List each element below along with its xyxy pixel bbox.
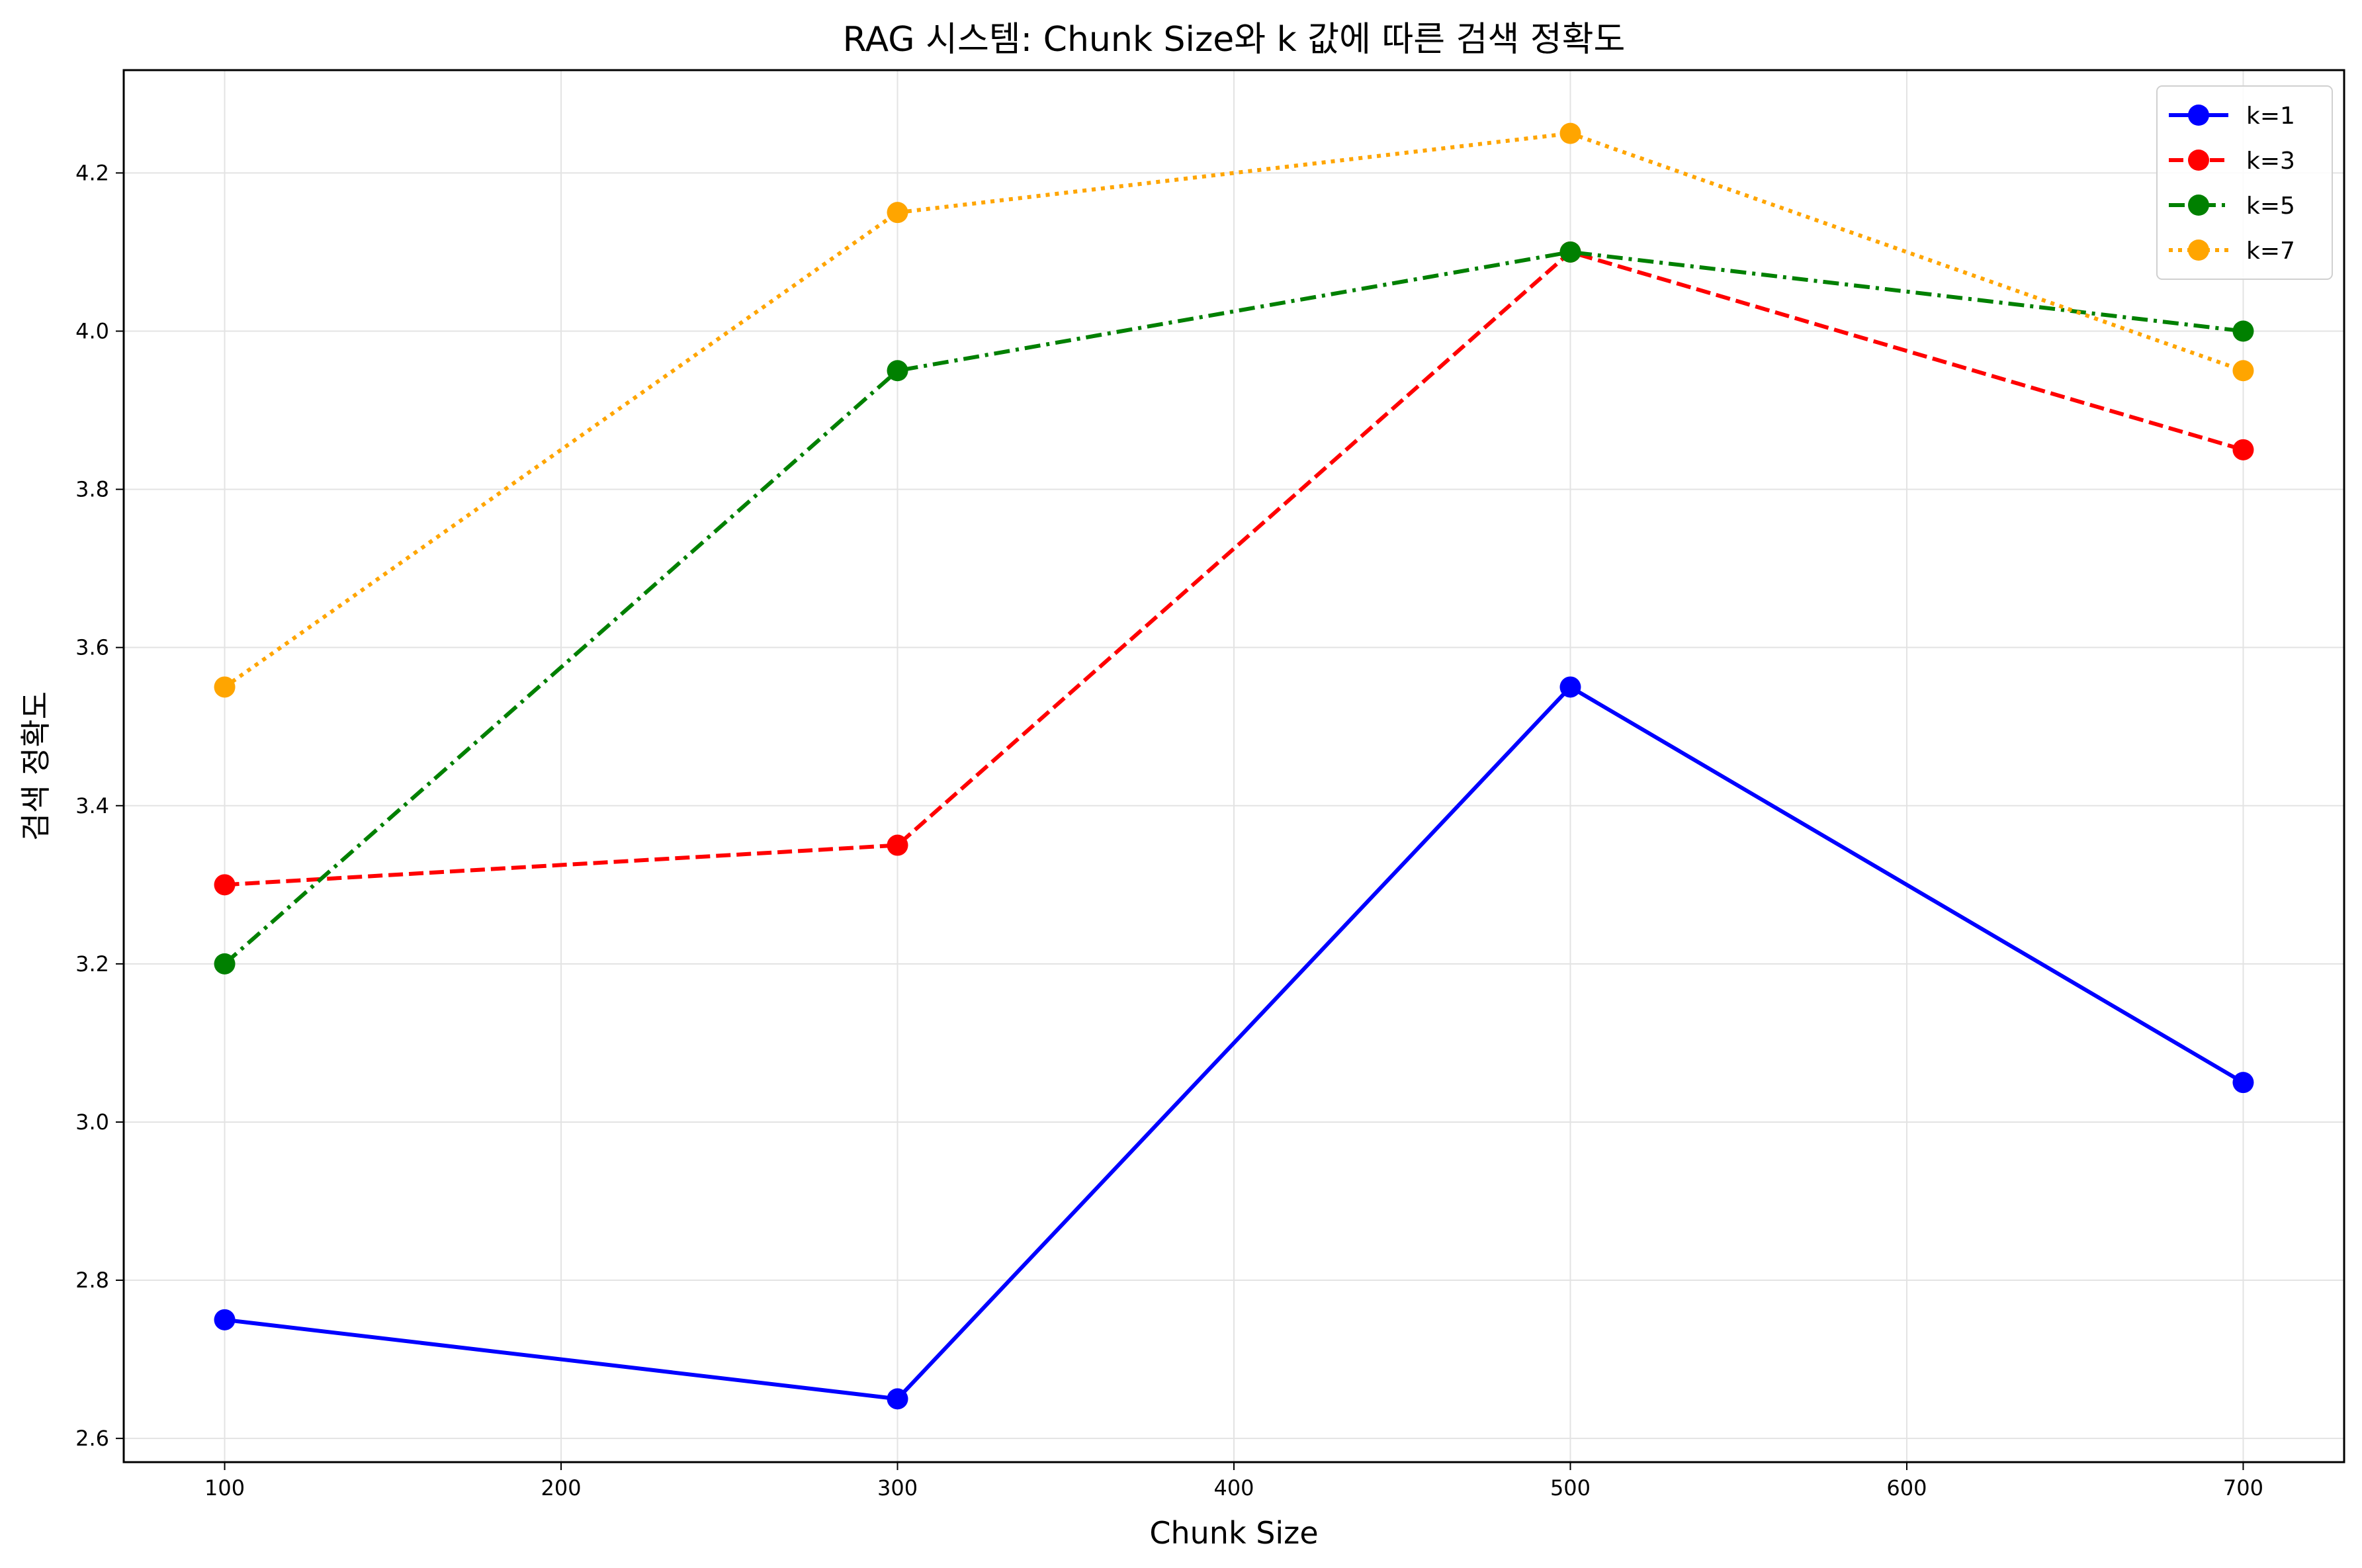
series-k5: [214, 241, 2254, 975]
data-point: [1559, 676, 1581, 698]
x-axis-label: Chunk Size: [1149, 1515, 1318, 1551]
legend: k=1 k=3 k=5 k=7: [2156, 85, 2333, 280]
data-point: [2232, 439, 2254, 460]
legend-marker: [2188, 240, 2209, 261]
legend-item: k=1: [2169, 103, 2295, 130]
legend-marker: [2188, 150, 2209, 171]
data-point: [2232, 360, 2254, 382]
y-tick-label: 3.2: [75, 951, 109, 977]
x-tick-label: 500: [1550, 1475, 1591, 1501]
legend-box: [2156, 85, 2333, 280]
data-point: [887, 360, 908, 382]
x-tick-label: 400: [1213, 1475, 1254, 1501]
y-tick-label: 2.6: [75, 1426, 109, 1451]
data-point: [214, 953, 236, 975]
data-point: [887, 202, 908, 224]
y-axis-label: 검색 정확도: [18, 691, 54, 841]
chart-title: RAG 시스템: Chunk Size와 k 값에 따른 검색 정확도: [843, 20, 1626, 60]
series-k7: [214, 122, 2254, 698]
legend-item: k=5: [2169, 193, 2295, 220]
x-tick-label: 100: [204, 1475, 245, 1501]
data-point: [2232, 1072, 2254, 1094]
x-tick-label: 600: [1886, 1475, 1927, 1501]
legend-marker: [2188, 195, 2209, 216]
legend-label: k=7: [2246, 238, 2295, 265]
legend-item: k=3: [2169, 148, 2295, 175]
y-tick-label: 3.4: [75, 793, 109, 818]
x-tick-label: 300: [877, 1475, 918, 1501]
legend-label: k=3: [2246, 148, 2295, 175]
data-point: [1559, 241, 1581, 263]
data-point: [214, 676, 236, 698]
series-line: [224, 685, 2244, 1401]
data-point: [887, 834, 908, 856]
y-tick-label: 4.2: [75, 160, 109, 185]
legend-marker: [2188, 105, 2209, 126]
y-tick-label: 4.0: [75, 319, 109, 344]
series-line: [224, 249, 2244, 887]
data-point: [214, 874, 236, 896]
series-k1: [214, 676, 2254, 1410]
axis-ticks: 100 200 300 400 500 600 700 2.6 2.8 3.0 3.2 3.4 3.6 3…: [75, 160, 2263, 1501]
y-tick-label: 3.6: [75, 635, 109, 660]
data-point: [887, 1388, 908, 1410]
legend-label: k=1: [2246, 103, 2295, 130]
y-tick-label: 3.0: [75, 1110, 109, 1135]
grid: [124, 70, 2344, 1462]
data-point: [2232, 320, 2254, 342]
data-point: [1559, 122, 1581, 144]
y-tick-label: 2.8: [75, 1268, 109, 1293]
data-point: [214, 1309, 236, 1330]
series-group: [214, 122, 2254, 1410]
x-tick-label: 200: [541, 1475, 581, 1501]
y-tick-label: 3.8: [75, 477, 109, 502]
legend-label: k=5: [2246, 193, 2295, 220]
x-tick-label: 700: [2223, 1475, 2263, 1501]
series-line: [223, 249, 2244, 966]
legend-item: k=7: [2169, 238, 2295, 265]
